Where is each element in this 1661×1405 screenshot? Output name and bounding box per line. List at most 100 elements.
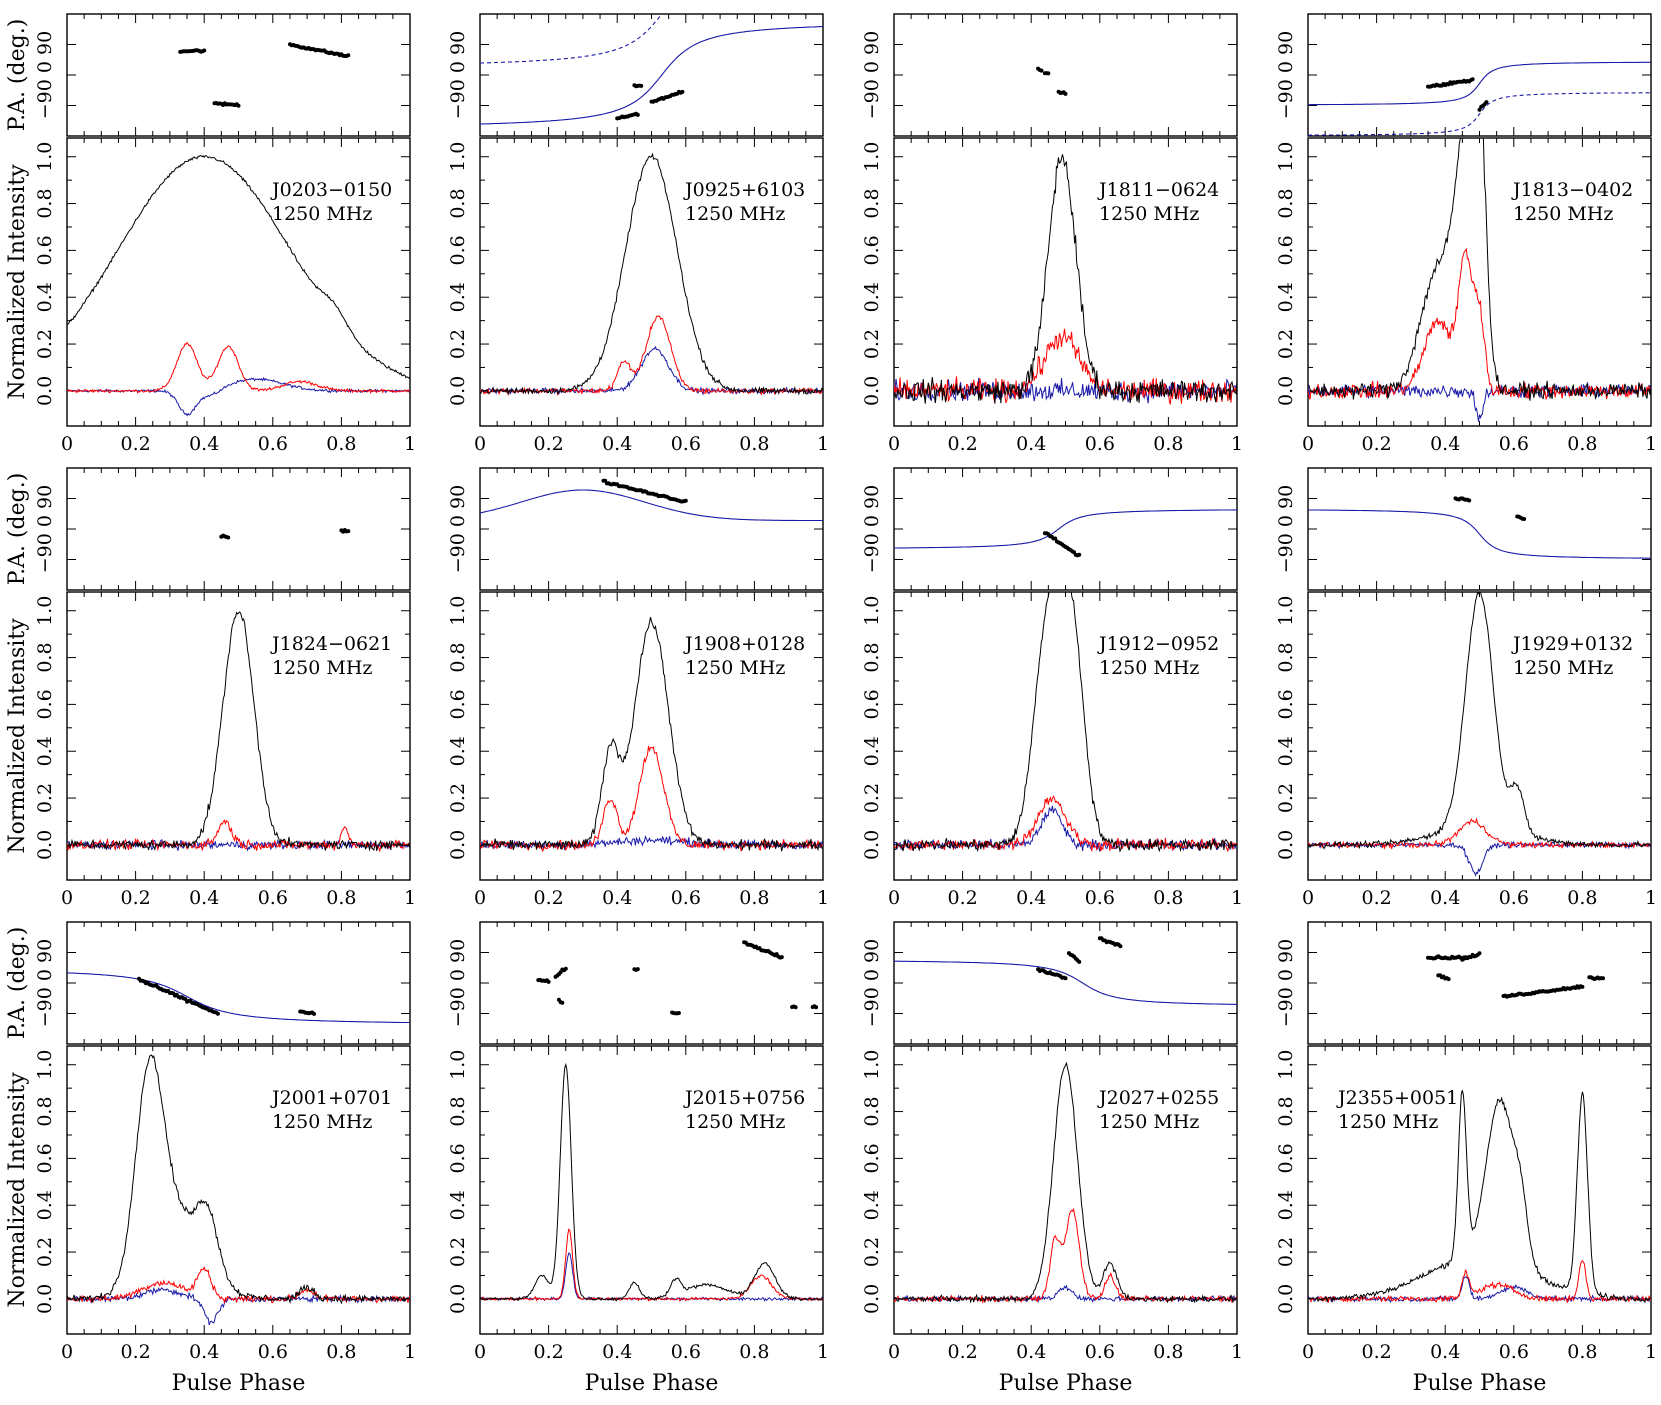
intensity-tick-label: 0.8 <box>447 642 469 672</box>
intensity-tick-label: 1.0 <box>447 596 469 626</box>
pa-point <box>1063 976 1068 981</box>
x-tick-label: 0.8 <box>326 1341 356 1363</box>
pulsar-name: J1908+0128 <box>683 633 805 655</box>
x-tick-label: 0.4 <box>1430 433 1460 455</box>
x-tick-label: 0.6 <box>1499 887 1529 909</box>
intensity-tick-label: 0.6 <box>447 235 469 265</box>
frequency-label: 1250 MHz <box>1338 1111 1438 1133</box>
x-tick-label: 1 <box>404 1341 416 1363</box>
intensity-tick-label: 0.4 <box>34 736 56 766</box>
x-tick-label: 0.6 <box>1499 433 1529 455</box>
intensity-tick-label: 0.0 <box>447 376 469 406</box>
pa-frame <box>479 13 824 137</box>
pa-point <box>1053 536 1058 541</box>
x-ticks <box>66 921 411 1334</box>
x-tick-label: 0.6 <box>258 887 288 909</box>
rvm-curve <box>1308 92 1651 136</box>
total-intensity-trace <box>480 616 823 852</box>
linear-trace <box>67 1265 410 1305</box>
x-tick-label: 0 <box>1302 1341 1314 1363</box>
pa-point <box>639 83 644 88</box>
total-intensity-trace <box>67 1054 410 1305</box>
x-ticks <box>66 13 411 426</box>
pa-point <box>635 112 640 117</box>
intensity-axis-title: Normalized Intensity <box>5 618 30 854</box>
pa-point <box>1077 959 1082 964</box>
pa-point <box>1580 984 1585 989</box>
x-tick-label: 0.6 <box>1085 433 1115 455</box>
x-tick-label: 0.8 <box>1567 1341 1597 1363</box>
x-tick-label: 0.2 <box>947 433 977 455</box>
pa-point <box>1522 517 1527 521</box>
intensity-tick-label: 1.0 <box>34 142 56 172</box>
panel-9: 0 0.2 0.4 0.6 0.8 1 0.0 0.2 0.4 0.6 0.8 1.0 −90 0 90… <box>447 921 829 1396</box>
pa-frame <box>893 921 1238 1045</box>
pa-tick-label: −90 0 90 <box>34 485 56 573</box>
intensity-tick-label: 0.4 <box>447 282 469 312</box>
x-tick-label: 0.2 <box>120 1341 150 1363</box>
intensity-tick-label: 0.6 <box>34 1143 56 1173</box>
x-tick-label: 0.8 <box>1567 433 1597 455</box>
x-ticks <box>479 13 824 426</box>
intensity-tick-label: 0.0 <box>1275 1284 1297 1314</box>
total-intensity-trace <box>894 1061 1237 1304</box>
circular-trace <box>1308 1276 1651 1304</box>
x-tick-label: 0.8 <box>739 433 769 455</box>
pa-point <box>1446 977 1451 982</box>
rvm-curve <box>894 509 1237 549</box>
frequency-label: 1250 MHz <box>1513 203 1613 225</box>
rvm-curve <box>480 26 823 125</box>
pa-frame <box>66 13 411 137</box>
pa-point <box>226 535 231 540</box>
x-tick-label: 0.2 <box>533 887 563 909</box>
total-intensity-trace <box>894 154 1237 404</box>
pulsar-name: J2001+0701 <box>270 1087 392 1109</box>
intensity-tick-label: 0.2 <box>34 783 56 813</box>
intensity-tick-label: 0.4 <box>1275 282 1297 312</box>
pa-frame <box>1307 13 1652 137</box>
pulsar-name: J2027+0255 <box>1097 1087 1219 1109</box>
pulsar-name: J2015+0756 <box>683 1087 805 1109</box>
x-tick-label: 1 <box>1645 887 1657 909</box>
x-tick-label: 1 <box>817 887 829 909</box>
pa-tick-label: −90 0 90 <box>34 939 56 1027</box>
pa-frame <box>893 467 1238 591</box>
pa-point <box>680 89 685 94</box>
intensity-tick-label: 0.2 <box>861 1237 883 1267</box>
x-tick-label: 0.6 <box>1499 1341 1529 1363</box>
pa-point <box>236 103 241 108</box>
intensity-tick-label: 1.0 <box>1275 1050 1297 1080</box>
pa-tick-label: −90 0 90 <box>447 939 469 1027</box>
intensity-tick-label: 0.0 <box>861 376 883 406</box>
intensity-tick-label: 0.0 <box>447 830 469 860</box>
panel-3: 0 0.2 0.4 0.6 0.8 1 0.0 0.2 0.4 0.6 0.8 1.0 −90 0 90… <box>1275 13 1657 455</box>
intensity-tick-label: 0.6 <box>1275 235 1297 265</box>
x-tick-label: 0.6 <box>1085 887 1115 909</box>
frequency-label: 1250 MHz <box>685 1111 785 1133</box>
intensity-tick-label: 0.6 <box>1275 689 1297 719</box>
x-tick-label: 0.6 <box>258 433 288 455</box>
frequency-label: 1250 MHz <box>272 657 372 679</box>
pa-tick-label: −90 0 90 <box>34 31 56 119</box>
pa-point <box>346 529 351 534</box>
intensity-tick-label: 0.4 <box>861 1190 883 1220</box>
circular-trace <box>894 377 1237 404</box>
x-tick-label: 0.4 <box>602 887 632 909</box>
pa-axis-title: P.A. (deg.) <box>5 19 30 132</box>
intensity-tick-label: 0.6 <box>34 689 56 719</box>
rvm-curve <box>67 972 410 1024</box>
pa-point <box>1039 68 1044 73</box>
x-tick-label: 0.4 <box>1016 887 1046 909</box>
intensity-tick-label: 0.0 <box>1275 830 1297 860</box>
pa-frame <box>479 467 824 591</box>
intensity-tick-label: 0.0 <box>34 830 56 860</box>
frequency-label: 1250 MHz <box>1099 657 1199 679</box>
pa-point <box>1467 498 1472 503</box>
panel-7: 0 0.2 0.4 0.6 0.8 1 0.0 0.2 0.4 0.6 0.8 1.0 −90 0 90… <box>1275 467 1657 909</box>
linear-trace <box>480 745 823 853</box>
intensity-tick-label: 1.0 <box>447 142 469 172</box>
intensity-tick-label: 0.8 <box>861 642 883 672</box>
intensity-tick-label: 0.4 <box>1275 736 1297 766</box>
x-tick-label: 0.2 <box>120 887 150 909</box>
pa-tick-label: −90 0 90 <box>1275 31 1297 119</box>
